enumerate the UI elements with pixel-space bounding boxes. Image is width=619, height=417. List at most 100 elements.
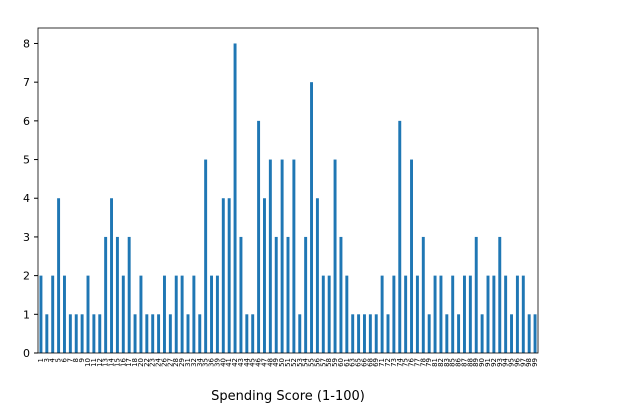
x-tick-label: 13 — [102, 358, 110, 367]
y-tick-label: 4 — [23, 192, 30, 205]
bar — [380, 275, 384, 353]
x-tick-label: 96 — [513, 357, 521, 366]
x-tick-label: 57 — [319, 358, 327, 367]
bar — [210, 275, 213, 353]
x-tick-label: 14 — [108, 357, 116, 366]
x-tick-label: 61 — [343, 358, 351, 367]
y-tick-label: 1 — [23, 308, 30, 321]
x-tick-label: 44 — [243, 357, 251, 366]
x-tick-label: 11 — [90, 358, 98, 367]
bar — [127, 236, 131, 353]
bar — [333, 159, 337, 353]
bar — [410, 159, 413, 353]
x-tick-label: 93 — [496, 358, 504, 367]
x-tick-label: 40 — [219, 358, 227, 367]
bar — [363, 314, 366, 353]
bar — [339, 236, 343, 353]
bar — [386, 314, 390, 353]
bar — [280, 159, 284, 353]
x-axis-label: Spending Score (1-100) — [211, 389, 365, 404]
y-tick-label: 5 — [23, 154, 30, 167]
x-tick-label: 29 — [178, 358, 186, 367]
x-tick-label: 35 — [202, 358, 210, 367]
x-tick-label: 63 — [349, 358, 357, 367]
x-tick-label: 91 — [484, 358, 492, 367]
x-tick-label: 18 — [131, 358, 139, 367]
x-tick-label: 8 — [72, 358, 80, 362]
x-tick-label: 22 — [143, 358, 151, 367]
bar — [80, 314, 84, 353]
x-tick-label: 59 — [331, 358, 339, 367]
bar — [504, 275, 508, 353]
bar — [92, 314, 96, 353]
bar — [374, 314, 378, 353]
x-tick-label: 45 — [249, 358, 257, 367]
bar — [68, 314, 72, 353]
bar — [486, 275, 490, 353]
y-tick-label: 2 — [23, 270, 30, 283]
x-tick-label: 75 — [402, 358, 410, 367]
x-tick-label: 34 — [196, 357, 204, 366]
bar — [257, 120, 261, 353]
bar — [263, 198, 266, 353]
x-tick-label: 16 — [119, 357, 127, 366]
x-tick-label: 27 — [166, 358, 174, 367]
bar — [245, 314, 249, 353]
x-tick-label: 74 — [396, 357, 404, 366]
x-tick-label: 43 — [237, 358, 245, 367]
bar — [398, 120, 402, 353]
bar — [327, 275, 331, 353]
bar — [57, 198, 61, 353]
x-tick-label: 82 — [437, 358, 445, 367]
bar — [298, 314, 302, 353]
bar — [510, 314, 513, 353]
x-tick-label: 51 — [284, 358, 292, 367]
bar — [521, 275, 525, 353]
x-tick-label: 83 — [443, 358, 451, 367]
x-tick-label: 87 — [460, 358, 468, 367]
bar — [404, 275, 408, 353]
bar — [215, 275, 219, 353]
x-tick-label: 24 — [155, 357, 163, 366]
x-tick-label: 42 — [231, 358, 239, 367]
x-tick-label: 48 — [266, 358, 274, 367]
x-tick-label: 88 — [466, 358, 474, 367]
bar — [180, 275, 184, 353]
x-tick-label: 4 — [49, 357, 57, 362]
x-tick-label: 69 — [372, 358, 380, 367]
bar — [421, 236, 425, 353]
x-tick-label: 85 — [449, 358, 457, 367]
bar — [86, 275, 90, 353]
x-tick-label: 17 — [125, 358, 133, 367]
bar — [474, 236, 478, 353]
bar — [104, 236, 108, 353]
x-tick-label: 55 — [308, 358, 316, 367]
bar — [133, 314, 137, 353]
x-tick-label: 94 — [502, 357, 510, 366]
x-tick-label: 56 — [313, 357, 321, 366]
bar — [74, 314, 78, 353]
x-tick-label: 47 — [260, 358, 268, 367]
x-tick-label: 36 — [208, 357, 216, 366]
bar — [198, 314, 202, 353]
bar — [63, 275, 66, 353]
bar — [239, 236, 243, 353]
x-tick-label: 20 — [137, 358, 145, 367]
bar — [151, 314, 155, 353]
x-tick-label: 32 — [190, 358, 198, 367]
x-tick-label: 15 — [113, 358, 121, 367]
bar — [480, 314, 484, 353]
bar — [139, 275, 143, 353]
x-tick-label: 76 — [408, 357, 416, 366]
x-tick-label: 23 — [149, 358, 157, 367]
bar — [204, 159, 208, 353]
x-tick-label: 9 — [78, 358, 86, 362]
x-tick-label: 99 — [531, 358, 539, 367]
bar — [468, 275, 472, 353]
bar — [174, 275, 178, 353]
x-tick-label: 95 — [508, 358, 516, 367]
x-tick-label: 65 — [355, 358, 363, 367]
bar — [515, 275, 519, 353]
x-tick-label: 66 — [360, 357, 368, 366]
